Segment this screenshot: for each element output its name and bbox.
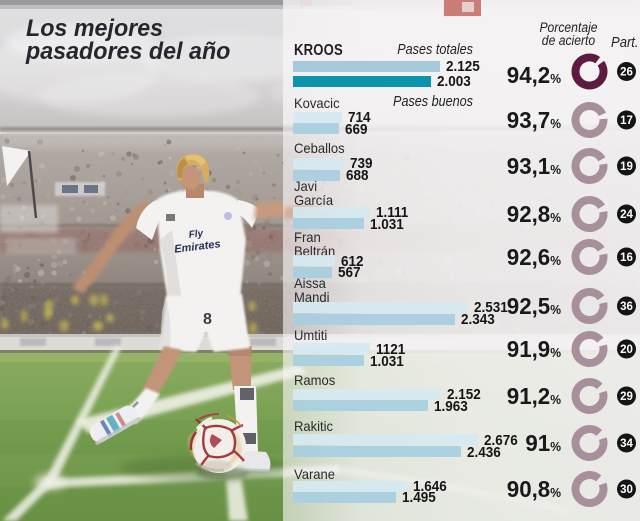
svg-text:34: 34 [620, 438, 633, 450]
svg-text:Emirates: Emirates [174, 238, 222, 256]
svg-text:19: 19 [620, 161, 633, 173]
svg-text:29: 29 [620, 391, 633, 403]
svg-text:30: 30 [620, 484, 633, 496]
svg-text:Fly: Fly [188, 228, 204, 241]
svg-text:8: 8 [203, 311, 212, 328]
svg-text:24: 24 [620, 209, 633, 221]
svg-text:36: 36 [620, 301, 633, 313]
svg-text:26: 26 [620, 67, 633, 79]
svg-text:17: 17 [620, 115, 633, 127]
svg-text:16: 16 [620, 252, 633, 264]
svg-text:20: 20 [620, 344, 633, 356]
